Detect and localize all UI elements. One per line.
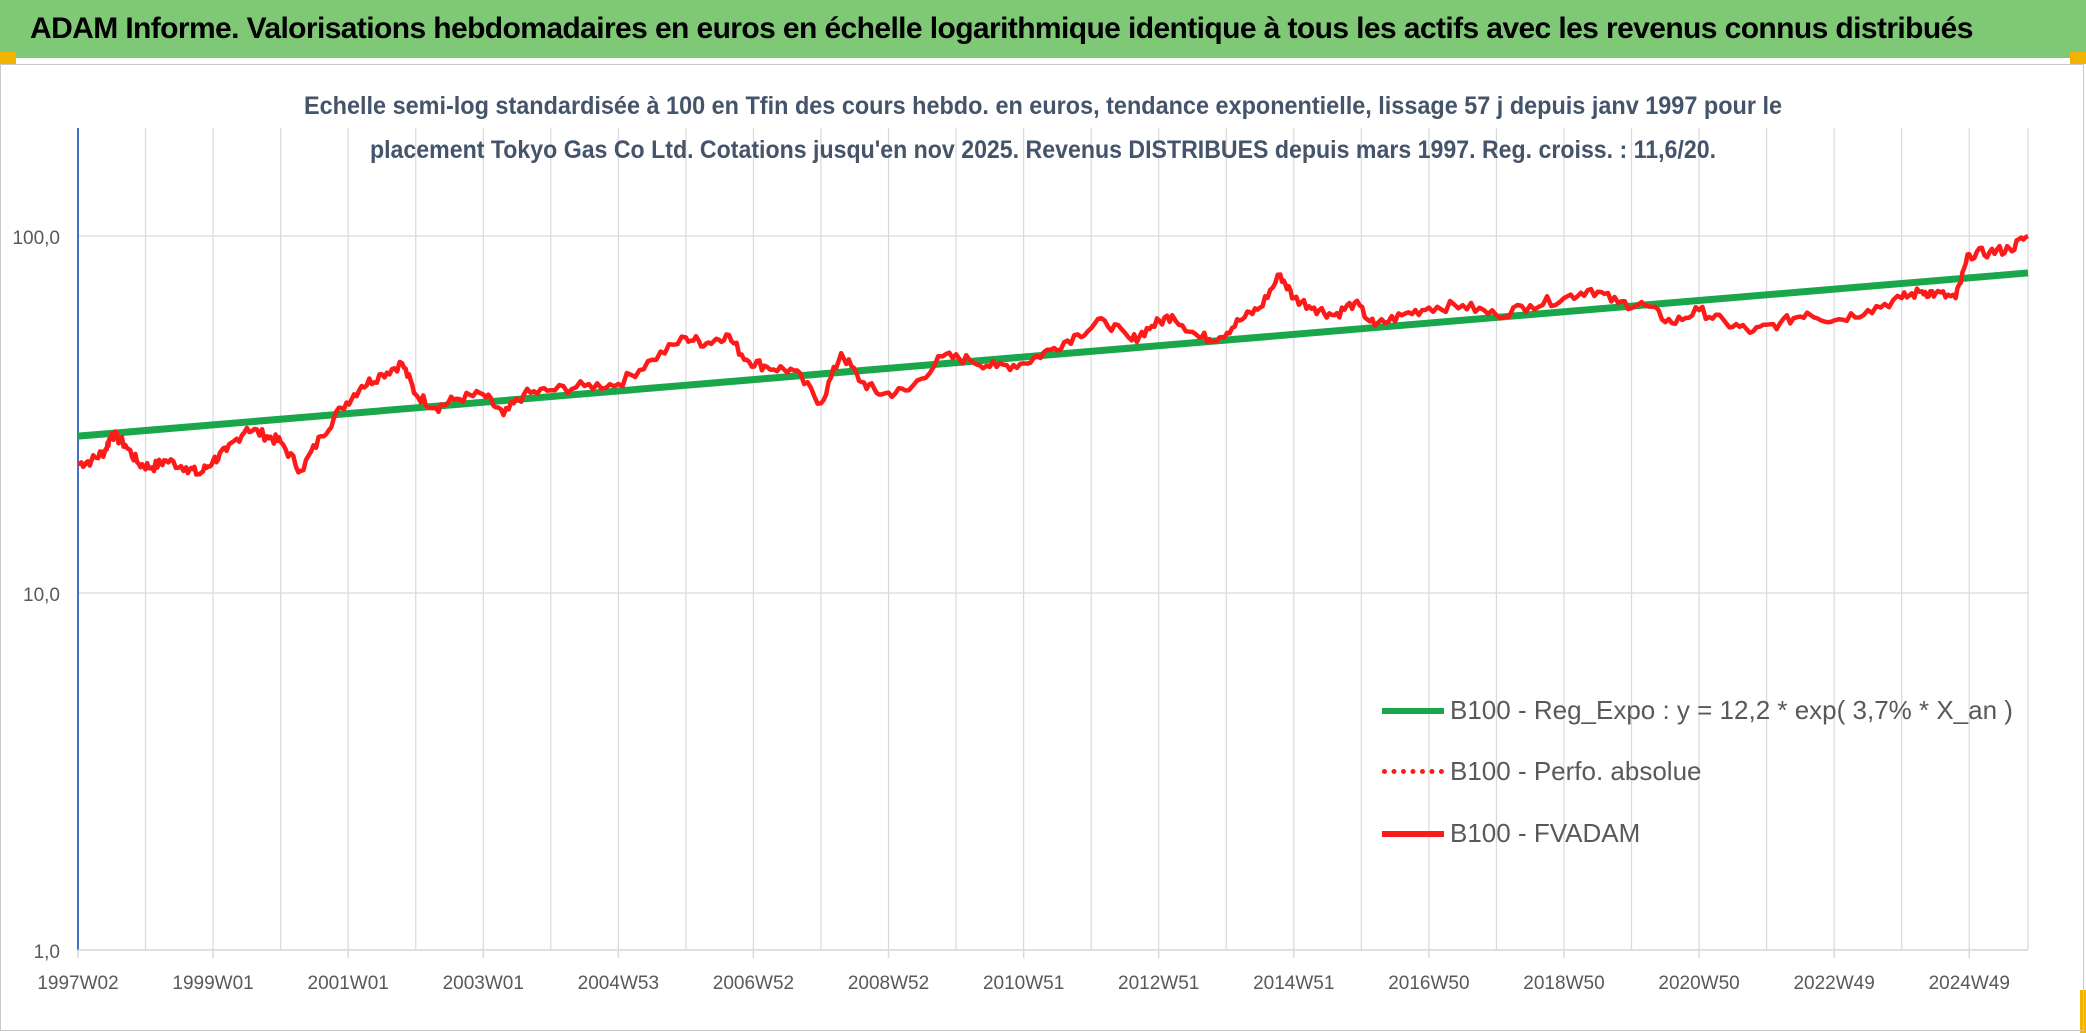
x-tick-label: 2010W51	[983, 973, 1064, 994]
series-fvadam-line	[77, 234, 2030, 477]
series-trend-line	[77, 269, 2029, 440]
x-tick-label: 2012W51	[1118, 973, 1199, 994]
x-tick-label: 2014W51	[1253, 973, 1334, 994]
legend-swatch-trend	[1382, 708, 1444, 714]
y-axis: 100,0 10,0 1,0	[12, 128, 79, 963]
legend-item-perf: B100 - Perfo. absolue	[1382, 751, 2022, 791]
chart-title-line: Echelle semi-log standardisée à 100 en T…	[304, 92, 1782, 120]
x-tick-label: 2020W50	[1658, 973, 1739, 994]
x-tick-label: 2003W01	[443, 973, 524, 994]
y-tick-label: 10,0	[23, 585, 60, 606]
x-tick-label: 2018W50	[1523, 973, 1604, 994]
x-tick-label: 1997W02	[37, 973, 118, 994]
x-tick-label: 2022W49	[1793, 973, 1874, 994]
report-header: ADAM Informe. Valorisations hebdomadaire…	[0, 0, 2086, 58]
x-tick-label: 1999W01	[172, 973, 253, 994]
corner-accent-left	[0, 52, 16, 64]
legend-label-trend: B100 - Reg_Expo : y = 12,2 * exp( 3,7% *…	[1450, 695, 2013, 725]
legend-label-fvadam: B100 - FVADAM	[1450, 818, 1641, 848]
legend-swatch-fvadam	[1382, 831, 1444, 837]
legend-item-trend: B100 - Reg_Expo : y = 12,2 * exp( 3,7% *…	[1382, 690, 2022, 730]
legend-item-fvadam: B100 - FVADAM	[1382, 813, 2022, 853]
legend-label-perf: B100 - Perfo. absolue	[1450, 756, 1702, 786]
series-layer	[77, 234, 2030, 477]
x-tick-label: 2016W50	[1388, 973, 1469, 994]
legend-swatch-perf	[1382, 769, 1444, 774]
corner-accent-right	[2070, 52, 2086, 64]
y-tick-label: 100,0	[12, 228, 60, 249]
x-tick-label: 2001W01	[308, 973, 389, 994]
chart-title: Echelle semi-log standardisée à 100 en T…	[304, 92, 1782, 164]
x-axis: 1997W02 1999W01 2001W01 2003W01 2004W53 2006W…	[37, 949, 2028, 994]
x-tick-label: 2004W53	[578, 973, 659, 994]
chart-title-line: placement Tokyo Gas Co Ltd. Cotations ju…	[370, 136, 1716, 164]
gridlines	[78, 128, 2029, 951]
report-title: ADAM Informe. Valorisations hebdomadaire…	[30, 12, 1973, 45]
x-tick-label: 2008W52	[848, 973, 929, 994]
chart-frame	[0, 64, 2084, 1031]
x-tick-label: 2024W49	[1929, 973, 2010, 994]
x-tick-label: 2006W52	[713, 973, 794, 994]
y-tick-label: 1,0	[34, 942, 60, 963]
